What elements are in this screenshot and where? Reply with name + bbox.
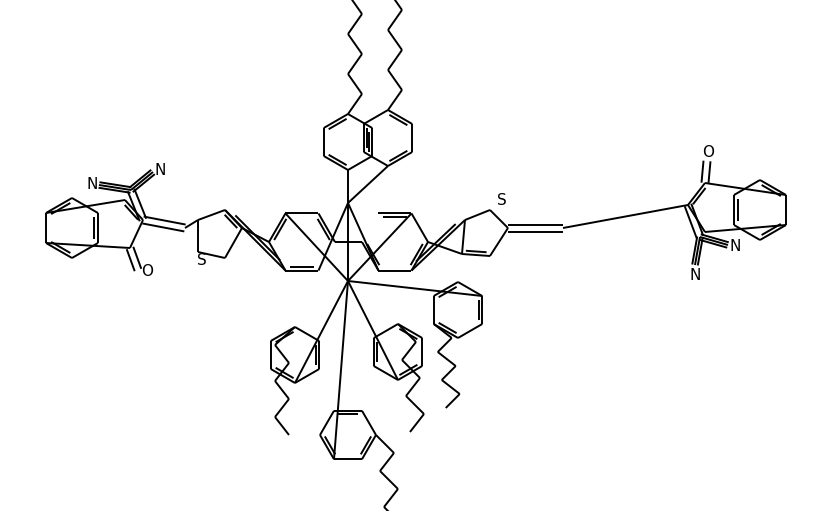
Text: S: S: [497, 193, 507, 207]
Text: O: O: [140, 264, 153, 278]
Text: N: N: [86, 176, 98, 192]
Text: N: N: [689, 267, 700, 283]
Text: O: O: [701, 145, 713, 159]
Text: N: N: [728, 239, 740, 253]
Text: N: N: [154, 162, 166, 177]
Text: S: S: [197, 252, 206, 267]
